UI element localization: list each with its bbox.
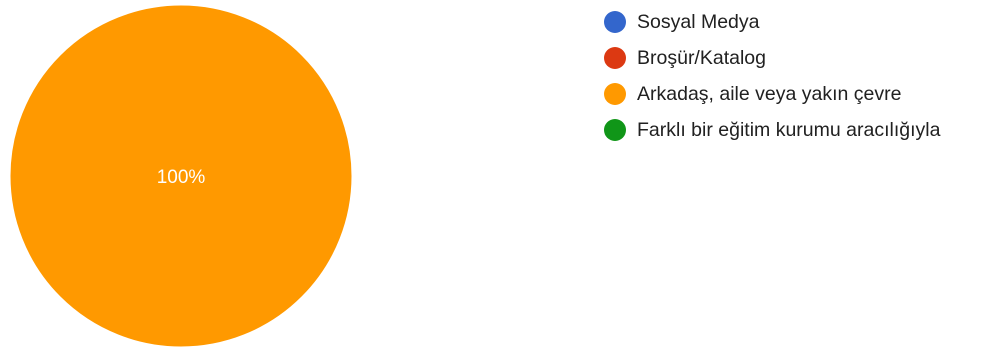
legend-swatch-sosyal-medya <box>604 11 626 33</box>
slice-data-label: 100% <box>157 167 206 188</box>
legend-swatch-arkadas-aile <box>604 83 626 105</box>
chart-legend: Sosyal Medya Broşür/Katalog Arkadaş, ail… <box>604 4 940 148</box>
legend-item-egitim-kurumu[interactable]: Farklı bir eğitim kurumu aracılığıyla <box>604 112 940 148</box>
legend-label-egitim-kurumu: Farklı bir eğitim kurumu aracılığıyla <box>637 118 941 141</box>
legend-swatch-egitim-kurumu <box>604 119 626 141</box>
pie-slice-arkadas-aile-veya-yakin-cevre[interactable] <box>9 4 353 348</box>
legend-item-sosyal-medya[interactable]: Sosyal Medya <box>604 4 940 40</box>
pie-chart: 100% <box>9 4 353 348</box>
legend-item-brosur-katalog[interactable]: Broşür/Katalog <box>604 40 940 76</box>
legend-label-arkadas-aile: Arkadaş, aile veya yakın çevre <box>637 82 902 105</box>
legend-label-brosur-katalog: Broşür/Katalog <box>637 46 766 69</box>
legend-item-arkadas-aile[interactable]: Arkadaş, aile veya yakın çevre <box>604 76 940 112</box>
legend-swatch-brosur-katalog <box>604 47 626 69</box>
legend-label-sosyal-medya: Sosyal Medya <box>637 10 760 33</box>
